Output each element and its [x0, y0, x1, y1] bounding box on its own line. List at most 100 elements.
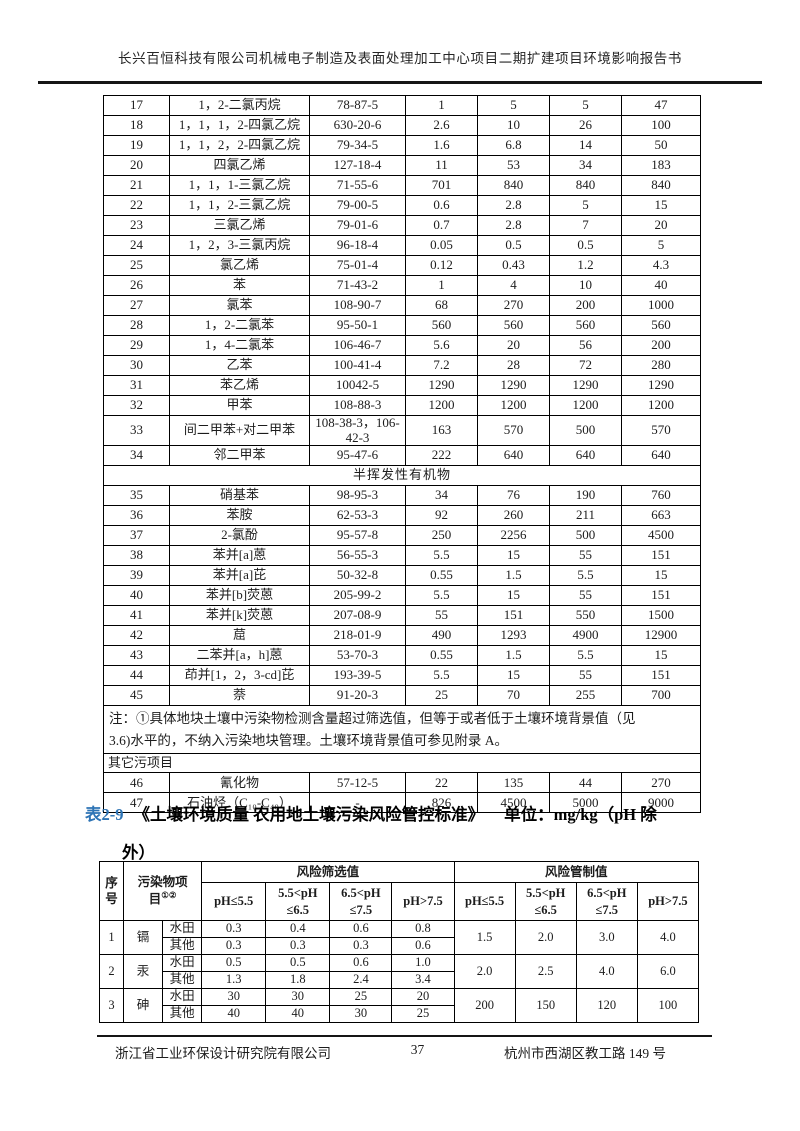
cas-number-cell: 127-18-4: [309, 155, 406, 176]
table-row: 42 䓛 218-01-9 490 1293 4900 12900: [103, 625, 701, 647]
screening-value-cell: 1.3: [201, 971, 267, 989]
screening-value-cell: 40: [201, 1005, 267, 1023]
ph-col-header: 6.5<pH ≤7.5: [575, 882, 638, 921]
row-number-cell: 47: [103, 792, 170, 814]
land-type-cell: 水田: [162, 920, 203, 938]
row-number-cell: 36: [103, 505, 170, 527]
footer-company: 浙江省工业环保设计研究院有限公司: [115, 1046, 331, 1061]
value-cell: 76: [477, 485, 550, 507]
control-value-cell: 100: [636, 988, 700, 1023]
value-cell: 2.8: [477, 195, 550, 216]
value-cell: 151: [621, 665, 701, 687]
seq-cell: 3: [98, 988, 125, 1023]
value-cell: 14: [549, 135, 622, 156]
table-row: 23 三氯乙烯 79-01-6 0.7 2.8 7 20: [103, 215, 701, 236]
value-cell: 560: [549, 315, 622, 336]
table-row: 21 1，1，1-三氯乙烷 71-55-6 701 840 840 840: [103, 175, 701, 196]
cas-number-cell: 78-87-5: [309, 95, 406, 116]
value-cell: 12900: [621, 625, 701, 647]
table-row: 32 甲苯 108-88-3 1200 1200 1200 1200: [103, 395, 701, 416]
screening-value-cell: 20: [391, 988, 455, 1006]
table-row: 45 萘 91-20-3 25 70 255 700: [103, 685, 701, 707]
table-row: 47 石油烃（C₁₀-C₄₀） - 826 4500 5000 9000: [103, 792, 701, 814]
value-cell: 4: [477, 275, 550, 296]
row-number-cell: 38: [103, 545, 170, 567]
row-number-cell: 29: [103, 335, 170, 356]
cas-number-cell: 10042-5: [309, 375, 406, 396]
screening-value-cell: 0.4: [265, 920, 331, 938]
value-cell: 570: [621, 414, 701, 447]
value-cell: 5: [549, 195, 622, 216]
footer-page-number: 37: [410, 1042, 425, 1057]
cas-number-cell: 98-95-3: [309, 485, 406, 507]
pollutant-name-cell: 1，1，2，2-四氯乙烷: [169, 135, 310, 156]
screening-value-cell: 0.3: [329, 937, 393, 955]
value-cell: 20: [477, 335, 550, 356]
cas-number-cell: 50-32-8: [309, 565, 406, 587]
value-cell: 5.5: [405, 585, 478, 607]
value-cell: 47: [621, 95, 701, 116]
table-note: 注：①具体地块土壤中污染物检测含量超过筛选值，但等于或者低于土壤环境背景值（见 …: [103, 705, 701, 755]
row-number-cell: 25: [103, 255, 170, 276]
cas-number-cell: 193-39-5: [309, 665, 406, 687]
value-cell: 260: [477, 505, 550, 527]
value-cell: 15: [621, 645, 701, 667]
table-row: 38 苯并[a]蒽 56-55-3 5.5 15 55 151: [103, 545, 701, 567]
pollutant-cell: 砷: [123, 988, 164, 1023]
pollutant-name-cell: 1，1，2-三氯乙烷: [169, 195, 310, 216]
pollutant-name-cell: 䓛: [169, 625, 310, 647]
screening-value-cell: 0.5: [201, 954, 267, 972]
cas-number-cell: 108-90-7: [309, 295, 406, 316]
value-cell: 1.5: [477, 565, 550, 587]
ph-col-header: pH≤5.5: [201, 882, 267, 921]
footnote-marks: ①②: [161, 890, 177, 901]
pollutant-header: 污染物项目①②: [123, 861, 203, 921]
value-cell: 72: [549, 355, 622, 376]
row-number-cell: 41: [103, 605, 170, 627]
pollutant-name-cell: 氯乙烯: [169, 255, 310, 276]
value-cell: 68: [405, 295, 478, 316]
value-cell: 0.55: [405, 565, 478, 587]
row-number-cell: 19: [103, 135, 170, 156]
note-row: 注：①具体地块土壤中污染物检测含量超过筛选值，但等于或者低于土壤环境背景值（见 …: [103, 705, 701, 755]
value-cell: 1.5: [477, 645, 550, 667]
caption-line-1: 表2-9 《土壤环境质量 农用地土壤污染风险管控标准》 单位：mg/kg（pH 除: [85, 801, 725, 825]
pollutant-name-cell: 氯苯: [169, 295, 310, 316]
value-cell: 1290: [477, 375, 550, 396]
screening-value-cell: 0.5: [265, 954, 331, 972]
value-cell: 500: [549, 414, 622, 447]
ph-col-header: 6.5<pH ≤7.5: [329, 882, 393, 921]
value-cell: 0.55: [405, 645, 478, 667]
value-cell: 163: [405, 414, 478, 447]
table-row: 28 1，2-二氯苯 95-50-1 560 560 560 560: [103, 315, 701, 336]
table-row: 43 二苯并[a，h]蒽 53-70-3 0.55 1.5 5.5 15: [103, 645, 701, 667]
value-cell: 92: [405, 505, 478, 527]
pollutant-name-cell: 苯乙烯: [169, 375, 310, 396]
soil-screening-values-table: 17 1，2-二氯丙烷 78-87-5 1 5 5 47 18 1，1，1，2-…: [103, 95, 701, 814]
control-value-cell: 1.5: [453, 920, 516, 955]
pollutant-name-cell: 苯: [169, 275, 310, 296]
value-cell: 840: [621, 175, 701, 196]
table-row: 35 硝基苯 98-95-3 34 76 190 760: [103, 485, 701, 507]
control-value-cell: 4.0: [636, 920, 700, 955]
value-cell: 200: [621, 335, 701, 356]
other-items-label: 其它污项目: [103, 753, 701, 774]
cas-number-cell: 630-20-6: [309, 115, 406, 136]
ph-col-header: 5.5<pH ≤6.5: [514, 882, 577, 921]
cas-number-cell: 95-47-6: [309, 445, 406, 467]
svoc-rows-group: 35 硝基苯 98-95-3 34 76 190 760 36 苯胺 62-53…: [103, 485, 701, 707]
other-items-header-row: 其它污项目: [103, 753, 701, 774]
value-cell: 55: [549, 545, 622, 567]
value-cell: 640: [621, 445, 701, 467]
cas-number-cell: 56-55-3: [309, 545, 406, 567]
value-cell: 55: [405, 605, 478, 627]
row-number-cell: 22: [103, 195, 170, 216]
screening-value-cell: 3.4: [391, 971, 455, 989]
value-cell: 560: [477, 315, 550, 336]
land-type-cell: 其他: [162, 937, 203, 955]
table-row: 41 苯并[k]荧蒽 207-08-9 55 151 550 1500: [103, 605, 701, 627]
screening-group-header: 风险筛选值: [201, 861, 455, 883]
value-cell: 44: [549, 772, 622, 794]
value-cell: 1200: [405, 395, 478, 416]
screening-value-cell: 0.6: [329, 954, 393, 972]
